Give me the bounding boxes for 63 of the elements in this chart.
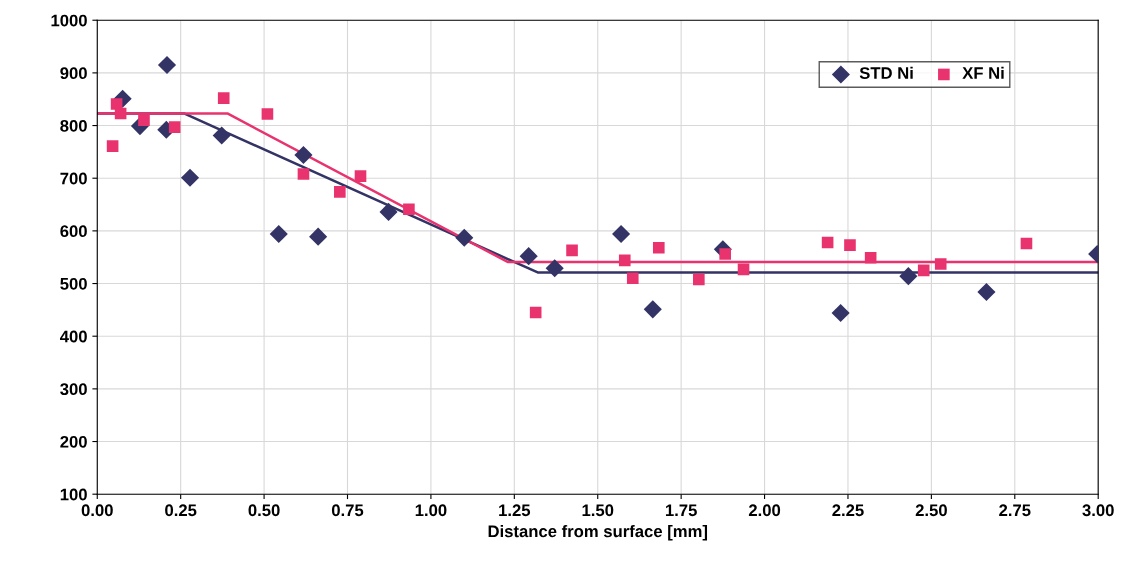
point [618, 254, 631, 267]
point [403, 203, 415, 216]
point [864, 251, 877, 264]
point [379, 202, 398, 221]
y-tick-label: 1000 [51, 14, 87, 27]
point [977, 282, 996, 302]
x-tick-label: 1.00 [415, 504, 447, 517]
point [529, 306, 542, 319]
point [831, 303, 850, 323]
point [626, 272, 639, 285]
x-tick-label: 0.00 [81, 504, 113, 517]
point [168, 121, 181, 133]
point [566, 244, 578, 257]
point [612, 224, 631, 244]
point [294, 145, 313, 165]
x-tick-label: 0.75 [331, 504, 364, 517]
point [106, 140, 119, 152]
point [899, 267, 918, 286]
y-tick-label: 600 [60, 225, 87, 238]
x-tick-label: 2.50 [915, 504, 947, 517]
y-tick-label: 500 [60, 277, 87, 290]
y-tick-label: 100 [60, 488, 87, 501]
y-tick-label: 800 [60, 119, 87, 132]
x-tick-label: 2.00 [748, 504, 781, 517]
point [545, 259, 564, 278]
x-tick-label: 2.75 [999, 504, 1031, 517]
x-axis-title: Distance from surface [mm] [488, 525, 708, 541]
y-tick-label: 400 [59, 330, 87, 343]
point [643, 300, 662, 319]
y-tick-label: 700 [60, 172, 87, 185]
point [519, 247, 538, 266]
legend-label: STD Ni [859, 66, 913, 79]
y-tick-label: 300 [60, 383, 87, 396]
x-tick-label: 3.00 [1082, 504, 1114, 517]
point [297, 168, 310, 180]
point [652, 241, 665, 254]
point [844, 239, 856, 251]
x-tick-label: 1.25 [499, 504, 531, 517]
point [917, 264, 930, 277]
x-tick-label: 2.25 [832, 504, 864, 517]
point [354, 170, 367, 182]
point [157, 55, 177, 75]
x-tick-label: 0.50 [248, 504, 280, 517]
point [212, 126, 231, 145]
point [114, 107, 127, 120]
legend-label: XF Ni [962, 66, 1004, 79]
point [334, 186, 346, 198]
point [269, 224, 288, 244]
x-tick-label: 1.75 [665, 504, 697, 517]
x-tick-label: 0.25 [165, 504, 197, 517]
point [261, 108, 274, 120]
point [693, 273, 705, 286]
point [1020, 237, 1033, 250]
point [309, 227, 328, 246]
y-tick-label: 900 [60, 67, 87, 80]
point [180, 168, 200, 187]
point [934, 258, 947, 270]
x-tick-label: 1.50 [582, 504, 614, 517]
point [217, 92, 230, 104]
point [455, 228, 474, 247]
point [821, 236, 834, 249]
point [737, 263, 750, 276]
y-tick-label: 200 [60, 435, 87, 448]
